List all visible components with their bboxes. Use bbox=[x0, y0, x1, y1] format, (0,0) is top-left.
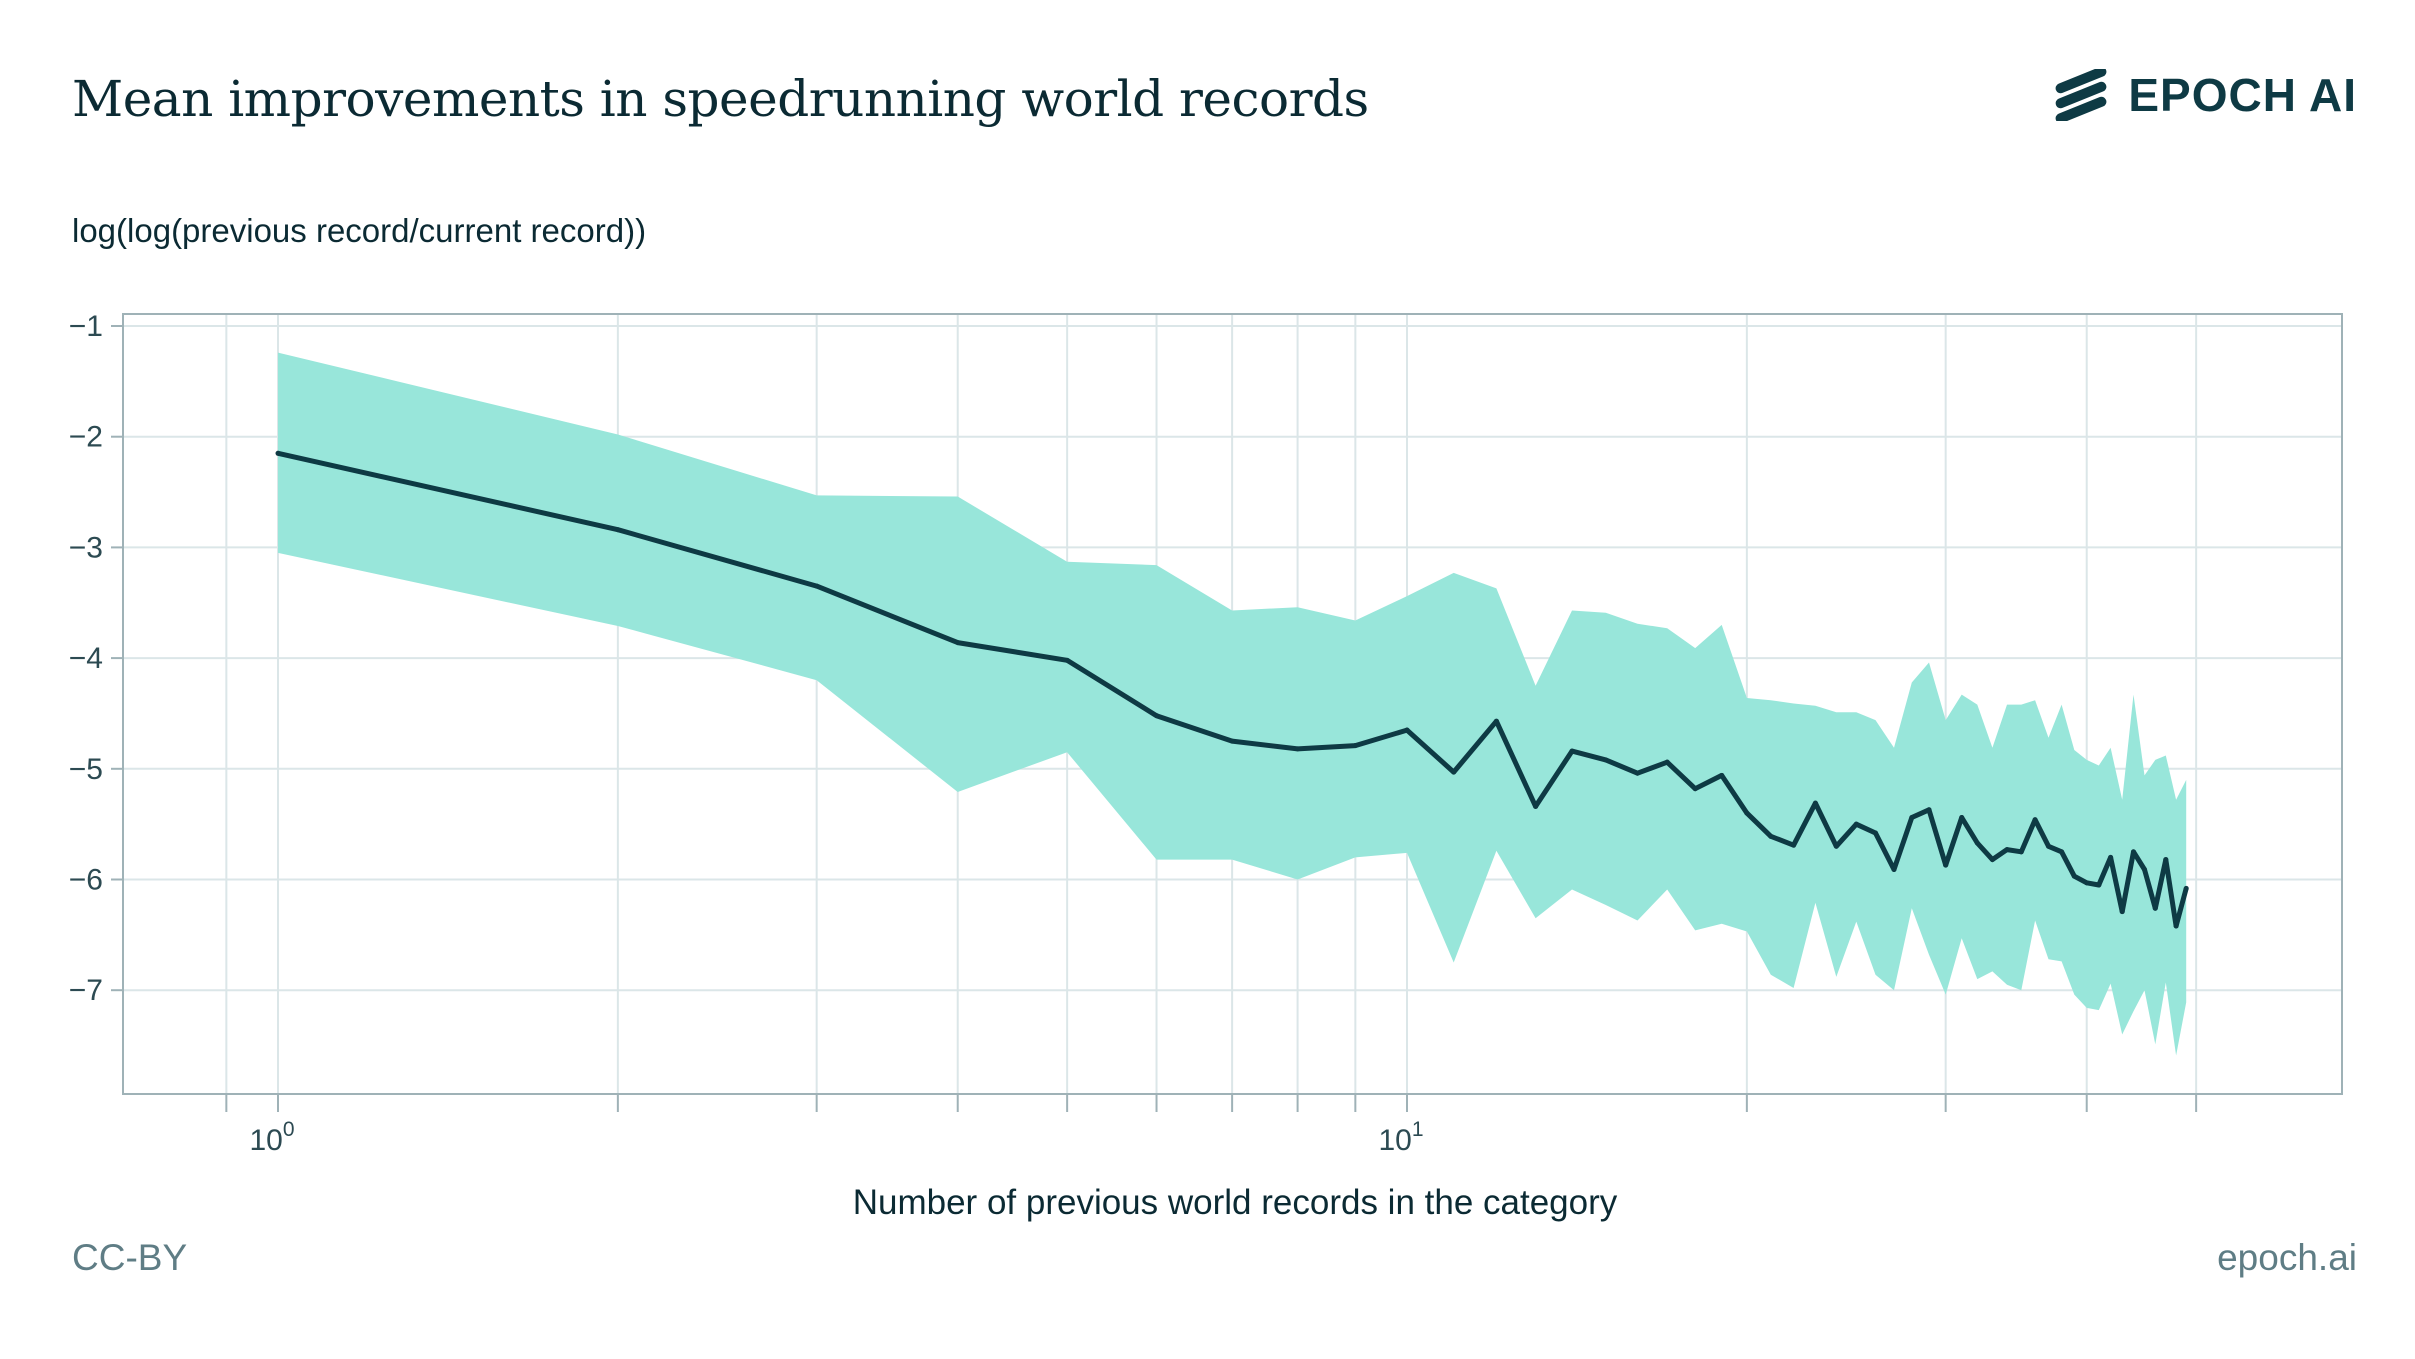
data-point bbox=[1833, 843, 1839, 849]
data-point bbox=[1664, 759, 1670, 765]
data-point bbox=[1154, 713, 1160, 719]
data-point bbox=[1603, 757, 1609, 763]
data-point bbox=[2130, 849, 2136, 855]
data-point bbox=[1533, 803, 1539, 809]
epoch-logo-icon bbox=[2055, 69, 2107, 121]
data-point bbox=[1569, 748, 1575, 754]
data-point bbox=[1791, 842, 1797, 848]
y-tick-label: −6 bbox=[69, 864, 103, 897]
x-axis-ticks: 100 101 bbox=[225, 1094, 2198, 1157]
data-point bbox=[2163, 857, 2169, 863]
y-tick-label: −7 bbox=[69, 974, 103, 1007]
chart-title: Mean improvements in speedrunning world … bbox=[72, 70, 1369, 128]
data-point bbox=[2071, 873, 2077, 879]
y-tick-label: −4 bbox=[69, 642, 103, 675]
data-point bbox=[2018, 849, 2024, 855]
data-point bbox=[2096, 882, 2102, 888]
data-point bbox=[955, 640, 961, 646]
data-point bbox=[2059, 849, 2065, 855]
data-point bbox=[1959, 815, 1965, 821]
data-point bbox=[1719, 772, 1725, 778]
y-tick-label: −5 bbox=[69, 753, 103, 786]
data-point bbox=[814, 583, 820, 589]
data-point bbox=[615, 527, 621, 533]
data-point bbox=[2004, 847, 2010, 853]
data-point bbox=[1064, 657, 1070, 663]
data-point bbox=[1744, 810, 1750, 816]
data-point bbox=[1812, 800, 1818, 806]
y-tick-label: −1 bbox=[69, 310, 103, 343]
data-point bbox=[2032, 817, 2038, 823]
data-point bbox=[1404, 727, 1410, 733]
data-point bbox=[275, 450, 281, 456]
data-point bbox=[1989, 857, 1995, 863]
confidence-band bbox=[278, 352, 2187, 1056]
data-point bbox=[2141, 867, 2147, 873]
data-point bbox=[2183, 885, 2189, 891]
data-point bbox=[1352, 743, 1358, 749]
y-tick-label: −3 bbox=[69, 531, 103, 564]
data-point bbox=[2152, 905, 2158, 911]
y-axis-label: log(log(previous record/current record)) bbox=[72, 212, 647, 249]
y-axis-ticks: −1 −2 −3 −4 −5 −6 −7 bbox=[69, 310, 123, 1007]
data-point bbox=[1873, 830, 1879, 836]
data-point bbox=[1295, 746, 1301, 752]
data-point bbox=[1943, 862, 1949, 868]
data-point bbox=[2084, 880, 2090, 886]
data-point bbox=[1853, 821, 1859, 827]
data-point bbox=[1692, 786, 1698, 792]
data-point bbox=[2108, 854, 2114, 860]
y-tick-label: −2 bbox=[69, 421, 103, 454]
epoch-ai-logo[interactable]: EPOCH AI bbox=[2052, 68, 2357, 122]
data-point bbox=[2119, 909, 2125, 915]
data-point bbox=[1891, 867, 1897, 873]
x-tick-label: 100 bbox=[249, 1118, 294, 1157]
data-point bbox=[1974, 840, 1980, 846]
x-axis-label: Number of previous world records in the … bbox=[852, 1183, 1618, 1222]
data-point bbox=[2173, 923, 2179, 929]
logo-text: EPOCH AI bbox=[2128, 69, 2357, 121]
data-point bbox=[1451, 769, 1457, 775]
data-point bbox=[1926, 807, 1932, 813]
mean-points bbox=[275, 450, 2189, 929]
x-tick-label: 101 bbox=[1378, 1118, 1423, 1157]
data-point bbox=[1229, 738, 1235, 744]
data-point bbox=[2045, 843, 2051, 849]
data-point bbox=[1909, 815, 1915, 821]
license-label[interactable]: CC-BY bbox=[72, 1237, 188, 1278]
data-point bbox=[1768, 833, 1774, 839]
site-link[interactable]: epoch.ai bbox=[2217, 1237, 2357, 1278]
data-point bbox=[1493, 718, 1499, 724]
data-point bbox=[1634, 770, 1640, 776]
